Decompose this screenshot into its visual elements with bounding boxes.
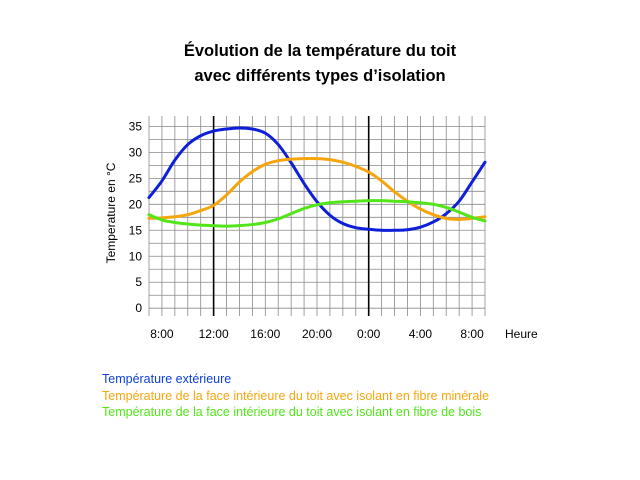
series-lines [147, 126, 487, 232]
chart-title: Évolution de la température du toit [183, 42, 457, 60]
legend-item-wood-fiber: Température de la face intérieure du toi… [102, 405, 482, 419]
y-tick-label: 25 [129, 171, 143, 185]
x-tick-label: 0:00 [357, 327, 381, 341]
y-tick-label: 20 [129, 197, 143, 211]
x-tick-label: 8:00 [460, 327, 484, 341]
x-tick-label: 16:00 [250, 327, 280, 341]
x-tick-label: 20:00 [302, 327, 332, 341]
y-tick-labels: 0 5 10 15 20 25 30 35 [129, 119, 143, 315]
legend-item-exterior: Température extérieure [102, 372, 232, 386]
x-tick-label: 4:00 [409, 327, 433, 341]
y-tick-label: 15 [129, 223, 143, 237]
x-tick-label: 8:00 [150, 327, 174, 341]
x-tick-labels: 8:00 12:00 16:00 20:00 0:00 4:00 8:00 [150, 327, 484, 341]
x-axis-label: Heure [505, 327, 538, 341]
y-tick-label: 5 [135, 275, 142, 289]
series-line-2 [147, 199, 487, 228]
x-tick-label: 12:00 [199, 327, 229, 341]
series-line-1 [147, 156, 487, 221]
vertical-markers [212, 116, 370, 316]
series-line-0 [147, 126, 487, 232]
y-tick-label: 35 [129, 119, 143, 133]
y-tick-label: 0 [135, 301, 142, 315]
y-axis-label: Temperature en °C [104, 162, 118, 263]
legend-item-mineral-fiber: Température de la face intérieure du toi… [102, 389, 490, 403]
y-tick-label: 10 [129, 249, 143, 263]
chart-subtitle: avec différents types d’isolation [194, 67, 446, 85]
y-tick-label: 30 [129, 145, 143, 159]
